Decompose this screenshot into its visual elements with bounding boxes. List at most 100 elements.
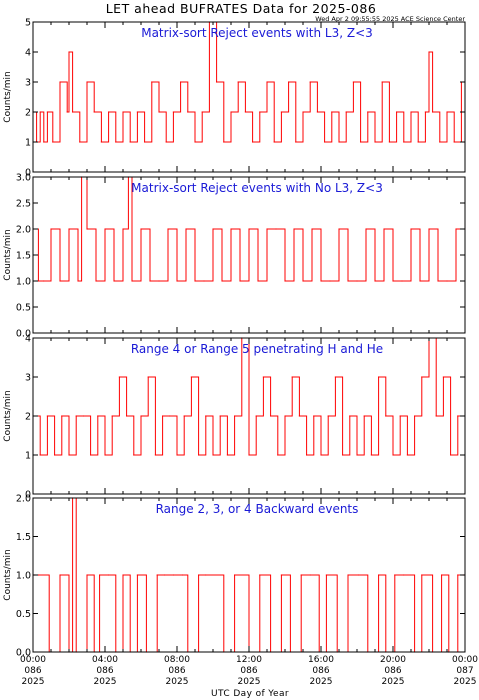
y-tick-label: 2.5: [16, 199, 31, 210]
data-point: [46, 111, 49, 113]
data-point: [270, 415, 272, 417]
data-point: [79, 141, 81, 143]
data-point: [50, 228, 52, 230]
data-point: [75, 415, 77, 417]
y-axis-label: Counts/min: [3, 390, 13, 441]
data-point: [334, 376, 336, 378]
x-tick-label: 2025: [166, 677, 189, 687]
data-point: [383, 228, 385, 230]
data-point: [190, 376, 192, 378]
data-point: [244, 111, 246, 113]
data-point: [309, 574, 311, 576]
data-point: [151, 81, 153, 83]
data-point: [140, 415, 142, 417]
y-tick-label: 1.0: [16, 277, 31, 288]
data-point: [381, 81, 383, 83]
panel-title: Range 2, 3, or 4 Backward events: [156, 502, 359, 516]
data-point: [442, 376, 444, 378]
data-point: [86, 81, 88, 83]
data-point: [212, 228, 214, 230]
data-point: [136, 574, 138, 576]
data-point: [39, 454, 41, 456]
data-point: [194, 280, 196, 282]
data-point: [136, 111, 138, 113]
x-axis-label: UTC Day of Year: [211, 689, 289, 699]
data-point: [122, 111, 124, 113]
data-point: [108, 111, 110, 113]
data-point: [309, 81, 311, 83]
data-point: [288, 81, 290, 83]
data-point: [118, 376, 120, 378]
x-tick-label: 2025: [22, 677, 45, 687]
data-point: [273, 141, 275, 143]
x-tick-label: 2025: [382, 677, 405, 687]
panel-2: 0.0 0.5 1.0 1.5 2.0 2.5 3.0 Matrix-sort Reject …: [3, 173, 466, 340]
data-point: [327, 415, 329, 417]
data-point: [198, 454, 200, 456]
data-point: [300, 574, 302, 576]
series-line: [33, 497, 465, 653]
data-point: [295, 141, 297, 143]
x-tick-label: 086: [312, 666, 329, 676]
data-point: [82, 415, 84, 417]
data-point: [435, 415, 437, 417]
data-point: [252, 141, 254, 143]
y-tick-label: 1.0: [16, 571, 31, 582]
y-tick-label: 2: [25, 108, 31, 119]
panel-3: 0 1 2 3 4 Range 4 or Range 5 penetrating H an…: [3, 334, 466, 501]
panel-1: 0 1 2 3 4 5 Matrix-sort Reject events with L3,…: [3, 18, 466, 179]
data-point: [302, 280, 304, 282]
data-point: [428, 51, 430, 53]
data-point: [158, 111, 160, 113]
data-point: [68, 454, 70, 456]
data-point: [277, 454, 279, 456]
data-point: [410, 228, 412, 230]
data-point: [401, 280, 403, 282]
series-line: [33, 337, 466, 456]
data-point: [352, 81, 354, 83]
data-point: [311, 228, 313, 230]
data-point: [432, 111, 434, 113]
data-point: [239, 280, 241, 282]
data-point: [347, 574, 349, 576]
data-point: [99, 574, 101, 576]
figure-title: LET ahead BUFRATES Data for 2025-086: [106, 1, 377, 16]
data-point: [421, 376, 423, 378]
data-point: [363, 415, 365, 417]
y-tick-label: 3: [25, 78, 31, 89]
y-tick-label: 4: [25, 334, 31, 345]
data-point: [59, 81, 61, 83]
data-point: [205, 415, 207, 417]
panel-title: Range 4 or Range 5 penetrating H and He: [131, 342, 383, 356]
data-point: [320, 280, 322, 282]
data-point: [93, 111, 95, 113]
x-tick-label: 086: [24, 666, 41, 676]
data-point: [293, 228, 295, 230]
data-point: [259, 111, 261, 113]
panel-title: Matrix-sort Reject events with L3, Z<3: [141, 26, 373, 40]
data-point: [306, 454, 308, 456]
data-point: [122, 574, 124, 576]
panel-title: Matrix-sort Reject events with No L3, Z<…: [131, 181, 383, 195]
y-tick-label: 4: [25, 48, 31, 59]
data-point: [320, 454, 322, 456]
data-point: [356, 280, 358, 282]
x-tick-label: 12:00: [236, 655, 262, 665]
data-point: [358, 574, 360, 576]
y-tick-label: 0: [25, 490, 31, 501]
data-point: [248, 454, 250, 456]
x-tick-label: 086: [240, 666, 257, 676]
plot-frame: [32, 21, 466, 173]
data-point: [450, 454, 452, 456]
data-point: [115, 141, 117, 143]
data-point: [187, 111, 189, 113]
data-point: [410, 111, 412, 113]
data-point: [378, 574, 380, 576]
data-point: [97, 415, 99, 417]
data-point: [165, 141, 167, 143]
data-point: [126, 415, 128, 417]
data-point: [325, 574, 327, 576]
data-point: [149, 280, 151, 282]
data-point: [419, 280, 421, 282]
